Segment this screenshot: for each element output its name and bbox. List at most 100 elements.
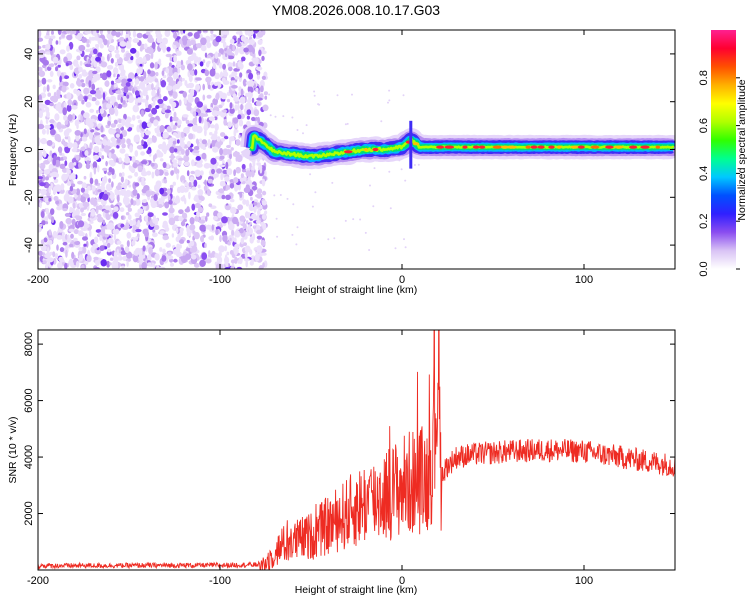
spectrogram-noise-cell: [81, 82, 86, 88]
spectrogram-noise-cell: [166, 126, 173, 133]
spectrogram-noise-cell: [404, 246, 407, 249]
spectrogram-peak-cell: [655, 145, 660, 149]
spectrogram-noise-cell: [67, 142, 74, 149]
spectrogram-noise-cell: [93, 145, 100, 154]
spectrogram-noise-cell: [50, 35, 56, 39]
spectrogram-y-tick-label: -40: [23, 237, 35, 253]
spectrogram-noise-cell: [110, 58, 114, 64]
spectrogram-noise-cell: [88, 96, 93, 101]
spectrogram-noise-cell: [106, 70, 112, 78]
spectrogram-noise-cell: [234, 185, 239, 192]
spectrogram-noise-cell: [125, 82, 131, 87]
spectrogram-noise-cell: [253, 33, 256, 39]
spectrogram-noise-cell: [95, 44, 100, 48]
spectrogram-noise-cell: [73, 237, 78, 242]
spectrogram-noise-cell: [172, 162, 179, 168]
spectrogram-noise-cell: [238, 256, 243, 265]
spectrogram-peak-cell: [492, 145, 502, 149]
spectrogram-noise-cell: [237, 114, 242, 120]
spectrogram-noise-cell: [209, 132, 213, 136]
spectrogram-noise-cell: [264, 210, 268, 215]
spectrogram-noise-cell: [125, 52, 132, 58]
spectrogram-noise-cell: [96, 93, 103, 99]
spectrogram-noise-cell: [234, 230, 241, 238]
spectrogram-noise-cell: [90, 30, 94, 35]
spectrogram-noise-cell: [49, 63, 55, 68]
spectrogram-noise-cell: [164, 201, 170, 209]
spectrogram-noise-cell: [219, 164, 226, 168]
spectrogram-noise-cell: [45, 43, 51, 50]
spectrogram-noise-cell: [173, 55, 178, 63]
spectrogram-noise-cell: [188, 181, 192, 188]
spectrogram-peak-cell: [590, 145, 600, 149]
spectrogram-noise-cell: [57, 64, 61, 68]
spectrogram-noise-cell: [132, 38, 140, 44]
spectrogram-noise-cell: [176, 243, 180, 248]
spectrogram-noise-cell: [240, 173, 244, 179]
spectrogram-noise-cell: [59, 247, 65, 253]
spectrogram-noise-cell: [136, 193, 140, 200]
spectrogram-noise-cell: [214, 51, 219, 59]
spectrogram-noise-cell: [137, 219, 141, 226]
spectrogram-noise-cell: [69, 243, 74, 248]
spectrogram-noise-cell: [241, 168, 247, 173]
spectrogram-noise-cell: [240, 88, 244, 97]
spectrogram-noise-cell: [71, 113, 76, 120]
spectrogram-noise-cell: [65, 30, 71, 34]
spectrogram-noise-cell: [90, 129, 95, 133]
spectrogram-noise-cell: [95, 66, 101, 73]
spectrogram-noise-cell: [63, 101, 67, 109]
spectrogram-noise-cell: [159, 158, 164, 162]
spectrogram-noise-cell: [141, 98, 147, 103]
spectrogram-y-tick-label: 0: [23, 146, 35, 152]
spectrogram-noise-cell: [88, 229, 92, 237]
spectrogram-noise-cell: [251, 185, 258, 191]
spectrogram-noise-cell: [372, 205, 375, 208]
snr-x-axis: -200 -100 0 100: [27, 330, 593, 587]
spectrogram-noise-cell: [249, 249, 253, 256]
spectrogram-noise-cell: [49, 102, 54, 107]
spectrogram-noise-cell: [181, 35, 188, 43]
spectrogram-noise-cell: [246, 115, 250, 120]
spectrogram-noise-cell: [91, 77, 98, 83]
spectrogram-noise-cell: [197, 184, 201, 189]
spectrogram-noise-cell: [245, 170, 252, 177]
spectrogram-noise-cell: [115, 53, 120, 59]
spectrogram-noise-cell: [387, 101, 389, 104]
spectrogram-noise-cell: [199, 61, 204, 67]
spectrogram-noise-cell: [259, 79, 265, 88]
spectrogram-noise-cell: [240, 237, 245, 245]
spectrogram-noise-cell: [45, 262, 49, 269]
spectrogram-noise-cell: [83, 175, 87, 180]
spectrogram-noise-cell: [86, 254, 92, 263]
spectrogram-noise-cell: [170, 170, 174, 176]
spectrogram-noise-cell: [256, 74, 260, 80]
spectrogram-noise-cell: [192, 230, 196, 235]
spectrogram-noise-cell: [100, 259, 107, 267]
spectrogram-noise-cell: [183, 155, 190, 163]
spectrogram-noise-cell: [221, 194, 226, 200]
spectrogram-noise-cell: [58, 261, 62, 268]
spectrogram-noise-cell: [136, 32, 143, 39]
spectrogram-noise-cell: [57, 146, 63, 153]
spectrogram-noise-cell: [119, 207, 125, 213]
spectrogram-noise-cell: [168, 71, 173, 77]
spectrogram-noise-cell: [380, 120, 383, 123]
spectrogram-noise-cell: [191, 254, 197, 260]
spectrogram-noise-cell: [178, 157, 184, 161]
spectrogram-noise-cell: [152, 200, 155, 204]
spectrogram-noise-cell: [114, 105, 117, 113]
spectrogram-noise-cell: [114, 188, 118, 196]
spectrogram-noise-cell: [158, 204, 163, 208]
spectrogram-noise-cell: [75, 154, 80, 161]
spectrogram-noise-cell: [224, 245, 228, 252]
spectrogram-noise-cell: [94, 33, 98, 41]
spectrogram-noise-cell: [201, 139, 207, 145]
spectrogram-noise-cell: [161, 37, 168, 45]
spectrogram-noise-cell: [84, 63, 92, 68]
spectrogram-noise-cell: [139, 63, 143, 67]
spectrogram-noise-cell: [61, 85, 67, 93]
spectrogram-noise-cell: [87, 185, 91, 191]
spectrogram-noise-cell: [227, 121, 233, 128]
spectrogram-noise-cell: [238, 86, 242, 92]
